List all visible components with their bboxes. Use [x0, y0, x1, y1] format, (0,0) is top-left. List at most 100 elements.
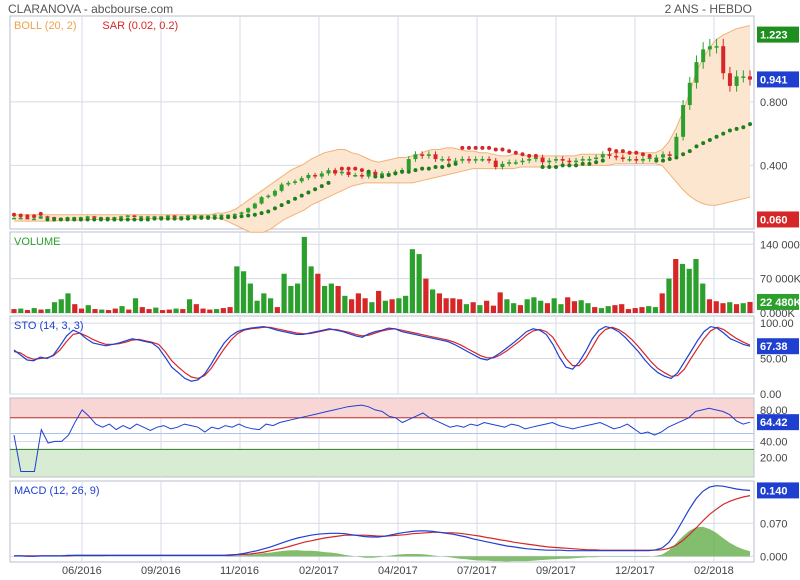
- x-tick-label: 09/2017: [536, 565, 576, 577]
- volume-bar: [592, 307, 598, 313]
- price-candle-body: [734, 76, 739, 86]
- volume-bar: [85, 305, 91, 313]
- price-y-tick-label: 0.400: [760, 160, 788, 172]
- volume-bar: [51, 302, 58, 313]
- price-candle-body: [313, 174, 318, 177]
- stochastic-legend-label: STO (14, 3, 3): [14, 320, 84, 332]
- sar-dot: [748, 122, 752, 127]
- volume-bar: [450, 298, 456, 313]
- volume-bar: [436, 293, 442, 313]
- sar-dot: [132, 217, 137, 222]
- x-tick-label: 06/2016: [62, 565, 102, 577]
- price-candle-body: [560, 159, 565, 161]
- sar-dot: [533, 153, 538, 158]
- price-candle-body: [326, 170, 331, 174]
- price-candle-body: [286, 182, 291, 185]
- volume-bar: [166, 309, 172, 313]
- sar-dot: [587, 161, 592, 166]
- sar-dot: [553, 165, 558, 170]
- sar-dot: [152, 216, 157, 221]
- sar-dot: [185, 216, 190, 221]
- sar-dot: [687, 149, 692, 154]
- sar-dot: [594, 160, 599, 165]
- sar-dot: [119, 217, 124, 222]
- price-candle-body: [527, 159, 532, 161]
- price-candle-body: [366, 171, 371, 177]
- sar-dot: [446, 163, 451, 168]
- stochastic-y-tick-label: 50.00: [760, 354, 788, 366]
- volume-bar: [659, 293, 665, 313]
- price-candle-body: [567, 160, 572, 163]
- price-candle-body: [493, 160, 498, 168]
- sar-dot: [139, 217, 144, 222]
- rsi-value-tag: [757, 414, 799, 431]
- volume-bar: [65, 293, 71, 313]
- price-value-tag-label: 1.223: [760, 30, 788, 42]
- volume-bar: [430, 289, 436, 313]
- sar-dot: [600, 158, 605, 163]
- sar-dot: [246, 213, 251, 218]
- price-candle-body: [32, 218, 37, 221]
- sar-dot: [527, 153, 532, 158]
- sar-dot: [493, 147, 498, 152]
- sar-dot: [272, 206, 277, 211]
- rsi-y-tick-label: 80.00: [760, 405, 788, 417]
- sar-dot: [58, 217, 63, 222]
- volume-bar: [504, 299, 510, 313]
- sar-dot: [661, 158, 666, 163]
- x-tick-label: 02/2018: [694, 565, 734, 577]
- price-candle-body: [727, 73, 732, 86]
- price-candle-body: [239, 212, 244, 214]
- volume-bar: [382, 300, 388, 313]
- sar-dot: [620, 149, 625, 154]
- sar-dot: [373, 174, 378, 179]
- volume-bar: [146, 309, 152, 313]
- price-candle-body: [119, 216, 124, 218]
- volume-bar: [153, 307, 159, 313]
- sar-dot: [567, 163, 572, 168]
- sar-dot: [319, 184, 324, 189]
- price-candle-body: [252, 203, 257, 209]
- price-candle-body: [259, 197, 264, 204]
- rsi-line: [13, 404, 751, 472]
- price-candle-body: [279, 184, 284, 191]
- price-candle-body: [319, 173, 324, 177]
- bollinger-upper-line: [14, 25, 751, 216]
- volume-bar: [99, 309, 105, 313]
- volume-bar: [497, 292, 503, 313]
- sar-dot: [293, 196, 298, 201]
- price-panel-frame: [9, 15, 755, 230]
- volume-bar: [180, 309, 186, 313]
- price-candle-body: [373, 171, 378, 175]
- price-candle-body: [721, 46, 726, 74]
- volume-bar: [625, 309, 632, 313]
- volume-bar: [490, 305, 497, 313]
- volume-bar: [517, 305, 524, 313]
- sar-dot: [25, 214, 30, 219]
- volume-bar: [294, 283, 301, 313]
- price-legend-label: SAR (0.02, 0.2): [102, 20, 178, 32]
- volume-bar: [706, 299, 713, 313]
- x-tick-label: 11/2016: [220, 565, 259, 577]
- sar-dot: [78, 217, 83, 222]
- volume-bar: [362, 298, 368, 313]
- macd-y-tick-label: 0.000: [760, 551, 788, 563]
- volume-bar: [308, 266, 314, 313]
- price-candle-body: [306, 174, 311, 179]
- sar-dot: [440, 165, 445, 170]
- volume-bar: [18, 308, 24, 313]
- volume-bar: [369, 302, 375, 313]
- sar-dot: [359, 168, 364, 173]
- price-candle-body: [714, 46, 719, 48]
- volume-bar: [261, 293, 267, 313]
- sar-dot: [266, 209, 271, 214]
- sar-dot: [574, 163, 579, 168]
- sar-dot: [560, 163, 565, 168]
- sar-dot: [165, 216, 170, 221]
- volume-bar: [342, 295, 348, 313]
- price-candle-body: [12, 217, 16, 220]
- volume-bar: [733, 304, 740, 313]
- sar-dot: [299, 193, 304, 198]
- sar-dot: [487, 145, 492, 150]
